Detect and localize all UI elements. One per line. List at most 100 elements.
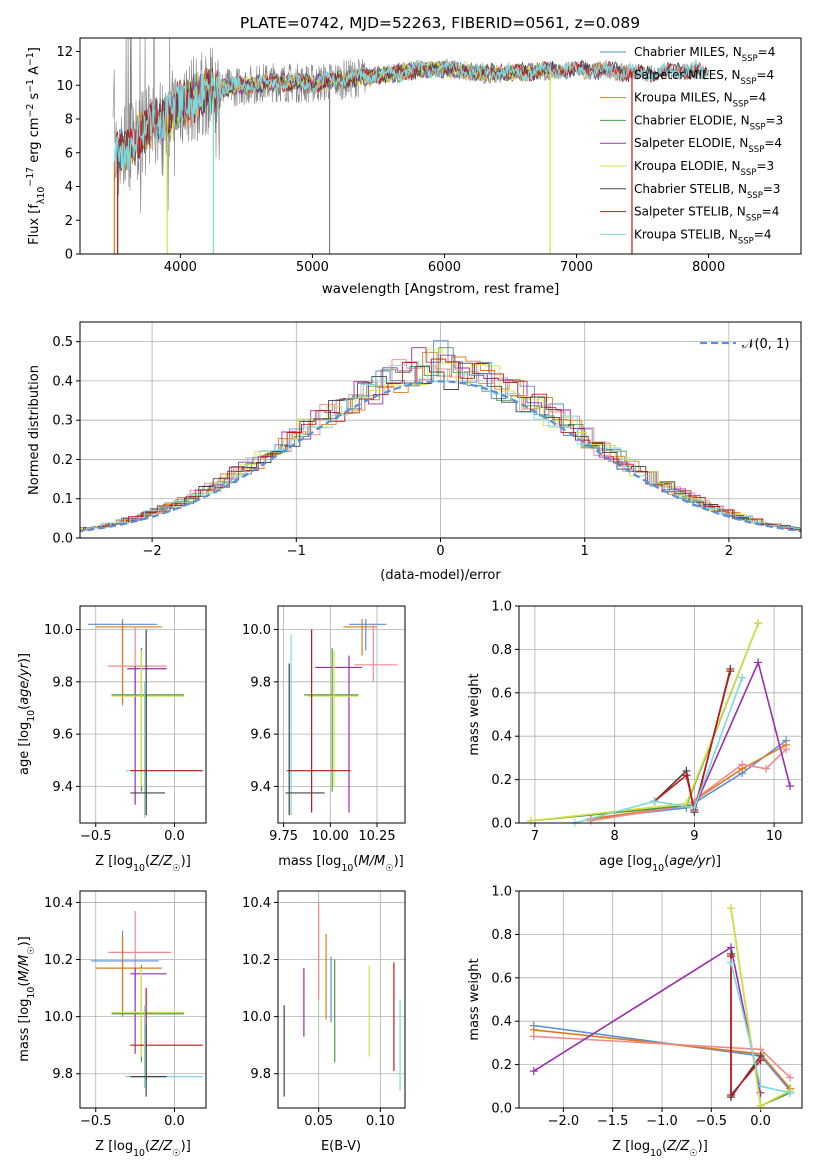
y-tick-label: 10.2: [242, 953, 271, 968]
line-plot-area: [526, 619, 795, 827]
label-part: Z/Z: [666, 1139, 690, 1154]
legend-sub: SSP: [741, 168, 757, 178]
gaussian-curve: [80, 380, 801, 533]
legend-entry: Chabrier STELIB, NSSP=3: [634, 182, 781, 201]
label-part: age/yr: [17, 661, 32, 704]
legend-count: =4: [756, 68, 774, 82]
data-point-marker: [682, 771, 691, 780]
label-part: (: [145, 1139, 150, 1154]
label-part: (: [662, 1139, 667, 1154]
x-axis-label: E(B-V): [321, 1139, 361, 1154]
histogram-series: [80, 358, 801, 531]
y-tick-label: 12: [56, 45, 73, 60]
data-point-marker: [786, 782, 795, 791]
data-point-marker: [756, 1101, 765, 1110]
x-tick-label: 10.00: [312, 829, 349, 844]
mass-vs-ebv-panel: 0.05 0.10 9.8 10.0 10.2 10.4 E(B-V): [242, 890, 406, 1154]
x-tick-label: 2: [725, 544, 733, 559]
data-point-marker: [727, 958, 736, 967]
legend-count: =4: [762, 205, 780, 219]
data-point-marker: [738, 760, 747, 769]
data-point-marker: [782, 745, 791, 754]
label-part: M/M: [358, 854, 385, 869]
label-part: ]: [27, 47, 42, 52]
histogram-series: [80, 361, 801, 531]
histogram-series: [80, 351, 801, 531]
label-part: (: [664, 854, 669, 869]
legend-sub: SSP: [748, 145, 764, 155]
histogram-series: [80, 347, 801, 530]
legend-entry: Kroupa ELODIE, NSSP=3: [634, 159, 774, 178]
model-spectrum: [113, 58, 710, 180]
y-tick-label: 0.2: [491, 1058, 512, 1073]
axes-frame: [277, 605, 406, 824]
scatter-plot-area: [87, 619, 203, 818]
data-point-marker: [529, 1032, 538, 1041]
x-tick-label: −2: [143, 544, 162, 559]
y-tick-label: 0.0: [491, 817, 512, 832]
y-tick-label: 9.6: [250, 728, 271, 743]
x-tick-label: 0.10: [366, 1114, 395, 1129]
label-part: age [log: [17, 722, 32, 775]
label-part: ☉: [172, 863, 180, 874]
histogram-series: [80, 348, 801, 532]
legend-entry: Chabrier MILES, NSSP=4: [634, 45, 775, 64]
legend-name: Salpeter STELIB, N: [634, 205, 746, 219]
y-tick-label: 9.8: [250, 675, 271, 690]
label-part: Z/Z: [149, 854, 173, 869]
y-axis-label: mass [log10(M/M☉)]: [17, 936, 37, 1062]
legend-count: =3: [763, 182, 781, 196]
legend-name: Salpeter MILES, N: [634, 68, 741, 82]
y-tick-label: 0.4: [491, 1015, 512, 1030]
data-point-marker: [754, 619, 763, 628]
legend-sub: SSP: [750, 122, 766, 132]
data-point-marker: [786, 1073, 795, 1082]
label-part: −2: [25, 104, 36, 118]
scatter-plot-area: [285, 619, 398, 816]
x-tick-label: 9.75: [269, 829, 298, 844]
y-tick-label: 0.4: [52, 374, 73, 389]
scatter-plot-area: [283, 902, 401, 1097]
label-part: mass [log: [278, 854, 341, 869]
axes-frame: [79, 605, 207, 824]
data-point-marker: [690, 803, 699, 812]
y-tick-label: 0.2: [491, 773, 512, 788]
y-tick-label: 8: [65, 113, 73, 128]
x-tick-label: −0.5: [695, 1114, 727, 1129]
x-tick-label: 9: [690, 829, 698, 844]
y-tick-label: 0.6: [491, 686, 512, 701]
label-part: (: [17, 982, 32, 987]
y-axis-label: age [log10(age/yr)]: [17, 653, 37, 775]
x-tick-label: −1: [287, 544, 306, 559]
y-tick-label: 0: [65, 248, 73, 263]
x-tick-label: 7: [531, 829, 539, 844]
mass-weight-series: [590, 744, 787, 820]
label-part: )]: [181, 854, 191, 869]
label-part: age/yr: [669, 854, 712, 869]
legend-name: Chabrier STELIB, N: [634, 182, 747, 196]
data-point-marker: [754, 658, 763, 667]
label-part: M/M: [17, 955, 32, 982]
legend-count: =3: [756, 159, 774, 173]
mass-weight-vs-age-panel: 7 8 9 10 0.0 0.2 0.4 0.6 0.8 1.0 mass weight age [l…: [467, 600, 803, 874]
data-point-marker: [786, 1088, 795, 1097]
y-tick-label: 9.8: [52, 675, 73, 690]
y-tick-label: 0.0: [491, 1102, 512, 1117]
label-part: A: [27, 66, 42, 79]
legend-entry: 𝒩(0, 1): [742, 337, 789, 352]
y-axis-label: mass weight: [467, 673, 482, 755]
x-tick-label: 8: [611, 829, 619, 844]
y-tick-label: 10.0: [242, 623, 271, 638]
label-part: (: [145, 854, 150, 869]
y-tick-label: 0.0: [52, 532, 73, 547]
age-vs-mass-panel: 9.75 10.00 10.25 9.4 9.6 9.8 10.0 mass [log10(M…: [242, 605, 406, 874]
legend-count: =4: [749, 91, 767, 105]
y-tick-label: 9.4: [52, 780, 73, 795]
legend-name: Kroupa ELODIE, N: [634, 159, 741, 173]
y-tick-label: 0.4: [491, 730, 512, 745]
y-tick-label: 10.0: [242, 1010, 271, 1025]
y-tick-label: 0.8: [491, 928, 512, 943]
label-part: s: [27, 93, 42, 104]
label-part: 10: [650, 1148, 662, 1159]
